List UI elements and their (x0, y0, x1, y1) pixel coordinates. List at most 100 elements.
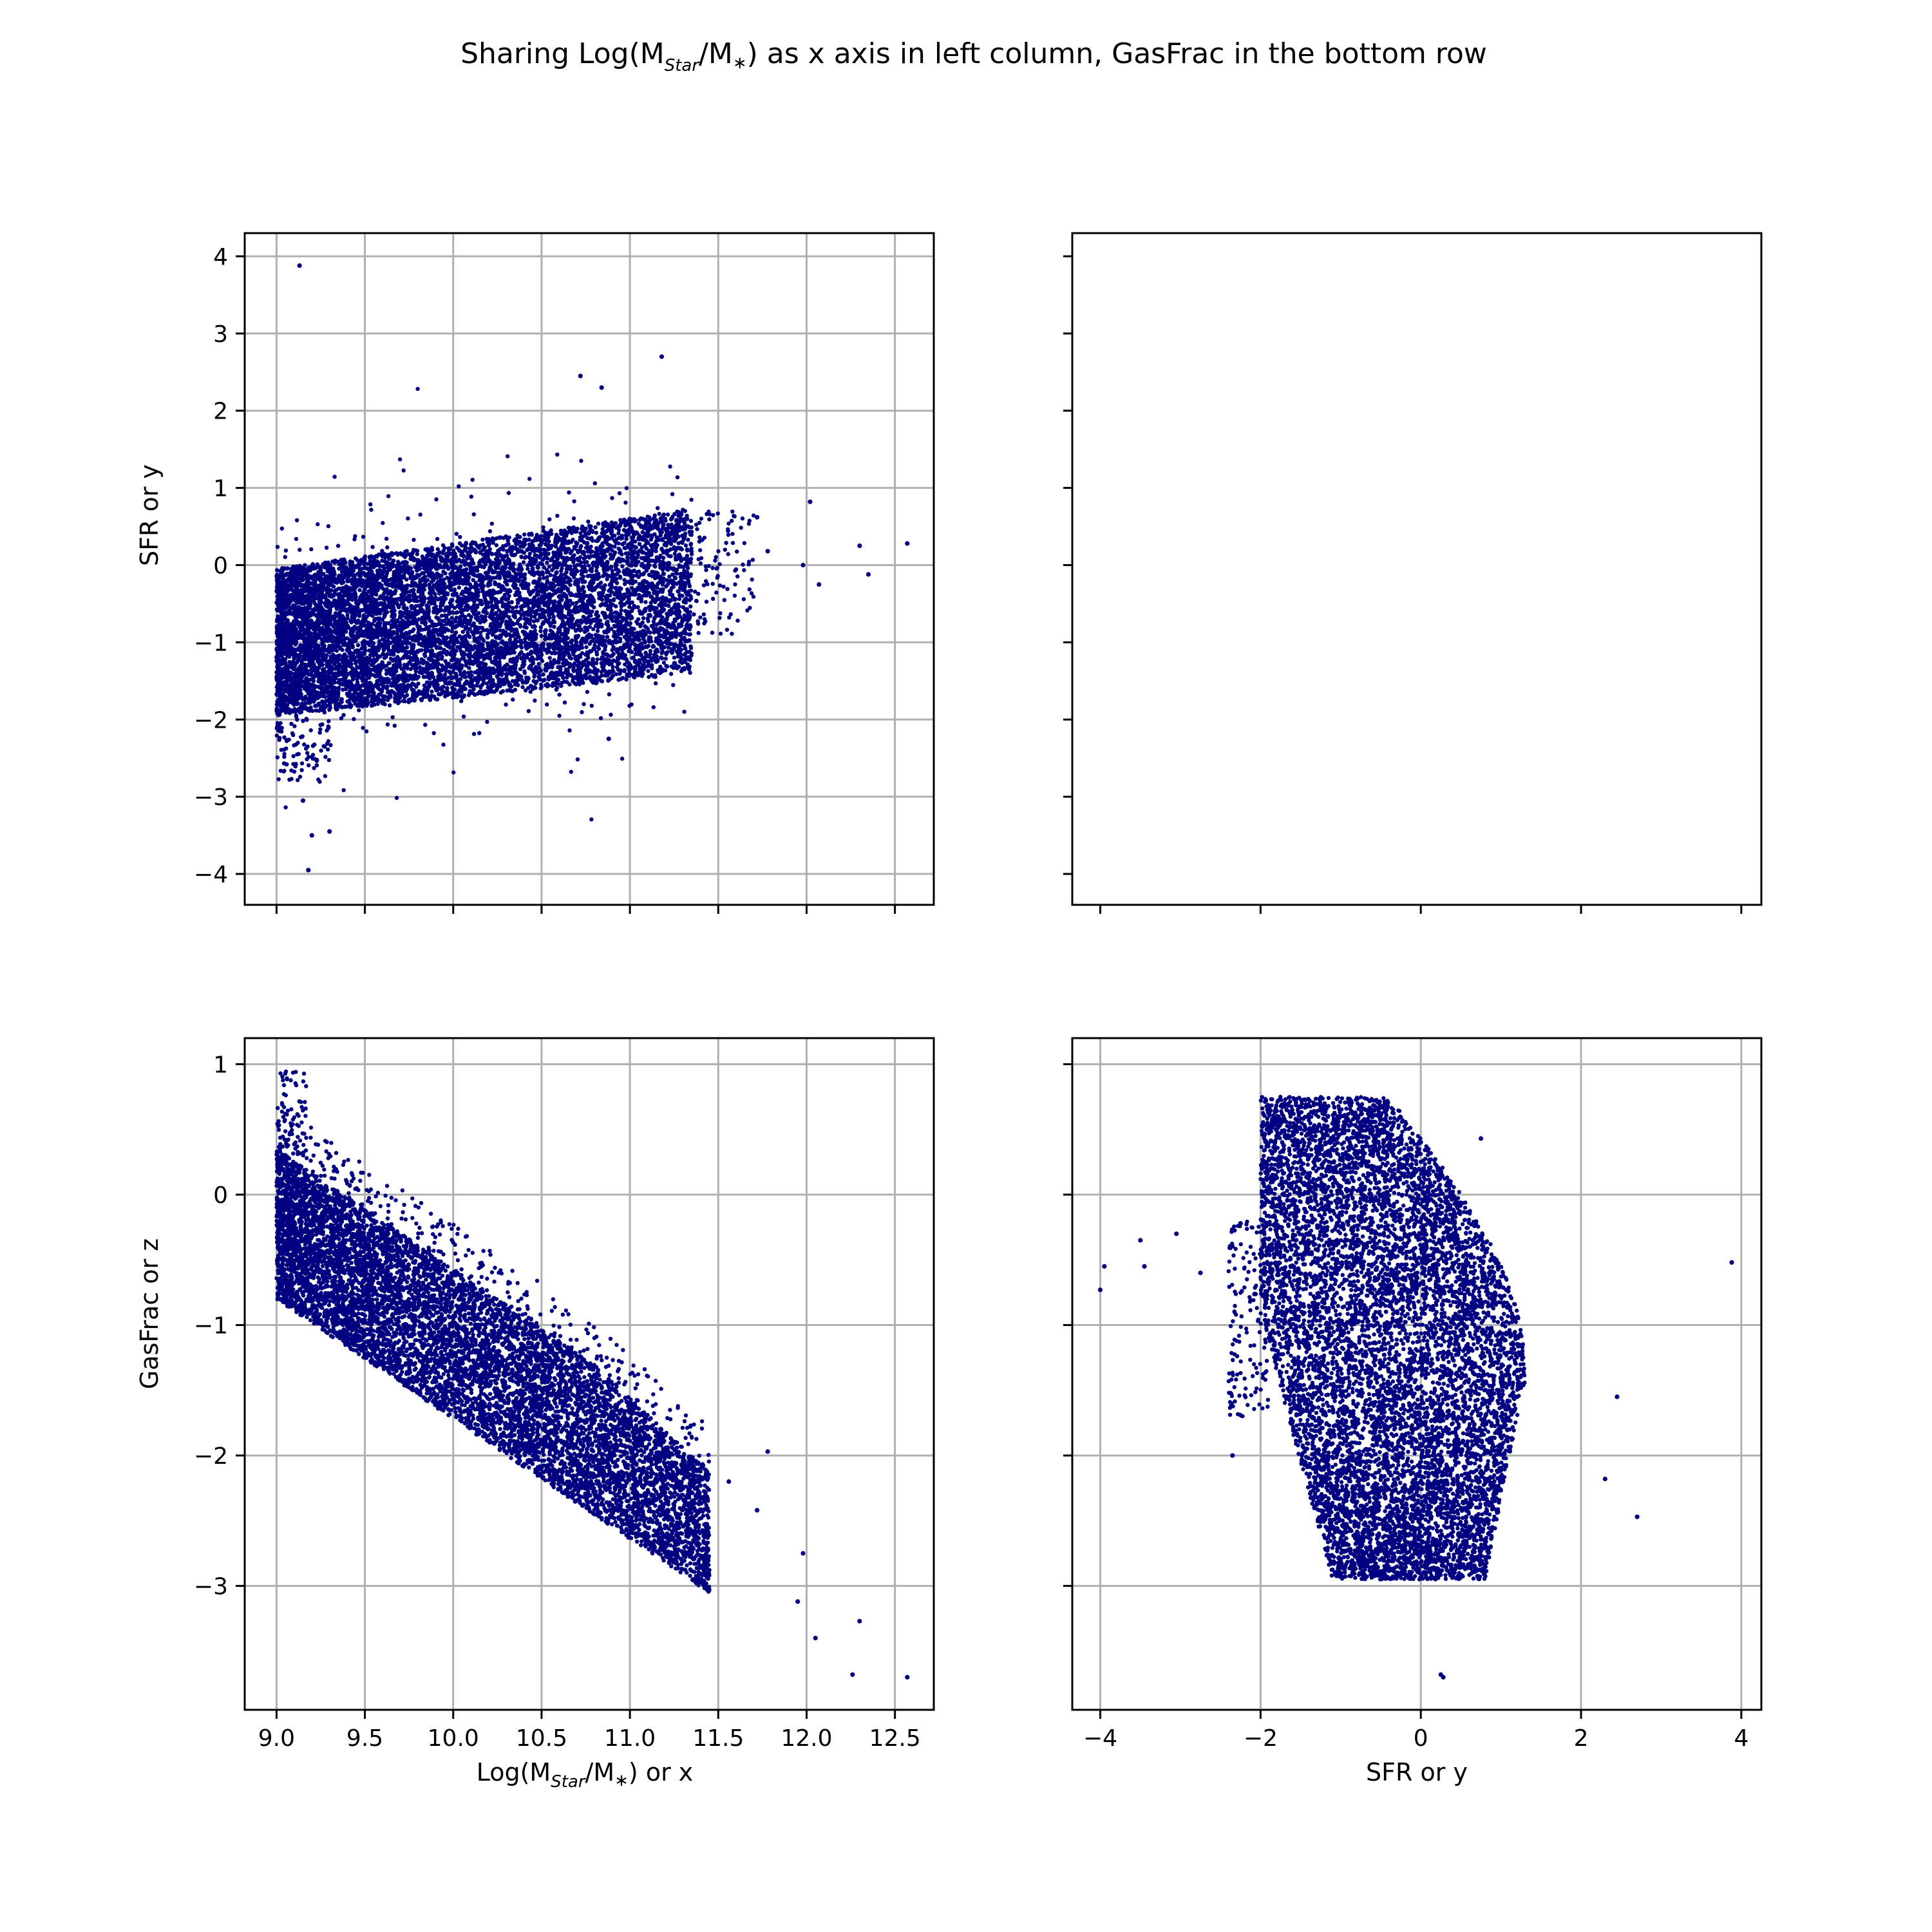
scatter-point (526, 567, 529, 571)
scatter-point (345, 616, 349, 620)
scatter-point (618, 491, 621, 495)
scatter-point (593, 481, 597, 485)
scatter-point (593, 526, 597, 529)
scatter-point (672, 656, 676, 659)
scatter-point (686, 662, 690, 666)
scatter-point (641, 530, 645, 534)
scatter-point (332, 475, 336, 478)
scatter-point (406, 516, 410, 520)
scatter-point (685, 622, 689, 626)
scatter-point (511, 697, 515, 701)
scatter-point (323, 774, 327, 778)
scatter-point (652, 705, 656, 709)
scatter-point (457, 585, 461, 589)
scatter-point (555, 453, 559, 457)
scatter-point (625, 486, 629, 490)
scatter-point (501, 689, 505, 693)
scatter-point (611, 665, 614, 668)
scatter-point (523, 556, 527, 560)
scatter-point (327, 524, 330, 528)
scatter-point (314, 708, 318, 712)
scatter-point (441, 570, 445, 574)
scatter-point (542, 576, 545, 580)
scatter-point (397, 578, 401, 582)
scatter-point (388, 703, 392, 707)
scatter-point (519, 674, 523, 678)
scatter-point (529, 650, 533, 654)
scatter-point (557, 714, 561, 717)
scatter-point (508, 589, 512, 593)
scatter-point (667, 561, 670, 565)
scatter-point (668, 464, 672, 468)
scatter-point (625, 610, 629, 614)
scatter-point (647, 605, 651, 609)
scatter-point (688, 605, 692, 609)
scatter-point (638, 624, 642, 628)
scatter-point (447, 670, 451, 674)
scatter-point (335, 649, 339, 652)
scatter-point (667, 645, 670, 649)
scatter-point (372, 641, 375, 645)
scatter-point (646, 669, 650, 673)
scatter-point (548, 656, 552, 659)
scatter-point (410, 663, 414, 667)
scatter-point (278, 738, 281, 742)
scatter-point (445, 576, 449, 580)
scatter-point (342, 788, 346, 792)
scatter-point (415, 387, 419, 391)
scatter-point (385, 571, 389, 575)
scatter-point (542, 672, 545, 676)
scatter-point (337, 687, 341, 691)
scatter-point (472, 513, 476, 516)
scatter-point (395, 796, 399, 800)
scatter-point (592, 647, 596, 651)
scatter-point (679, 638, 683, 642)
scatter-point (649, 538, 653, 542)
scatter-point (325, 545, 328, 549)
scatter-point (668, 592, 672, 596)
scatter-point (386, 723, 390, 726)
scatter-point (623, 668, 627, 672)
scatter-point (426, 681, 430, 685)
scatter-point (430, 690, 433, 694)
scatter-point (524, 645, 527, 649)
scatter-point (623, 500, 627, 504)
scatter-point (336, 544, 340, 547)
scatter-point (520, 685, 524, 689)
scatter-point (505, 549, 509, 553)
scatter-point (445, 687, 449, 690)
scatter-point (538, 629, 542, 633)
scatter-point (596, 522, 600, 526)
scatter-point (643, 600, 647, 604)
scatter-point (665, 578, 669, 582)
scatter-point (366, 693, 370, 697)
figure-title: Sharing Log(MStar/M∗) as x axis in left … (460, 37, 1487, 75)
scatter-point (328, 743, 332, 747)
scatter-point (560, 657, 564, 661)
scatter-point (450, 629, 454, 633)
scatter-point (522, 669, 526, 673)
scatter-point (309, 547, 313, 551)
scatter-point (559, 684, 563, 688)
scatter-point (612, 545, 616, 549)
scatter-point (547, 517, 551, 521)
scatter-point (547, 565, 551, 569)
scatter-point (507, 594, 511, 598)
scatter-point (519, 639, 523, 643)
scatter-point (554, 544, 558, 548)
scatter-point (652, 564, 656, 567)
scatter-point (518, 644, 522, 648)
scatter-point (354, 556, 357, 560)
scatter-point (284, 549, 288, 553)
scatter-point (555, 514, 559, 518)
scatter-point (455, 611, 459, 614)
scatter-point (492, 671, 496, 675)
scatter-point (309, 672, 313, 676)
scatter-point (664, 664, 668, 668)
scatter-point (654, 681, 658, 685)
scatter-point (449, 588, 453, 592)
scatter-point (626, 528, 630, 532)
scatter-point (563, 701, 567, 705)
scatter-point (471, 478, 475, 482)
